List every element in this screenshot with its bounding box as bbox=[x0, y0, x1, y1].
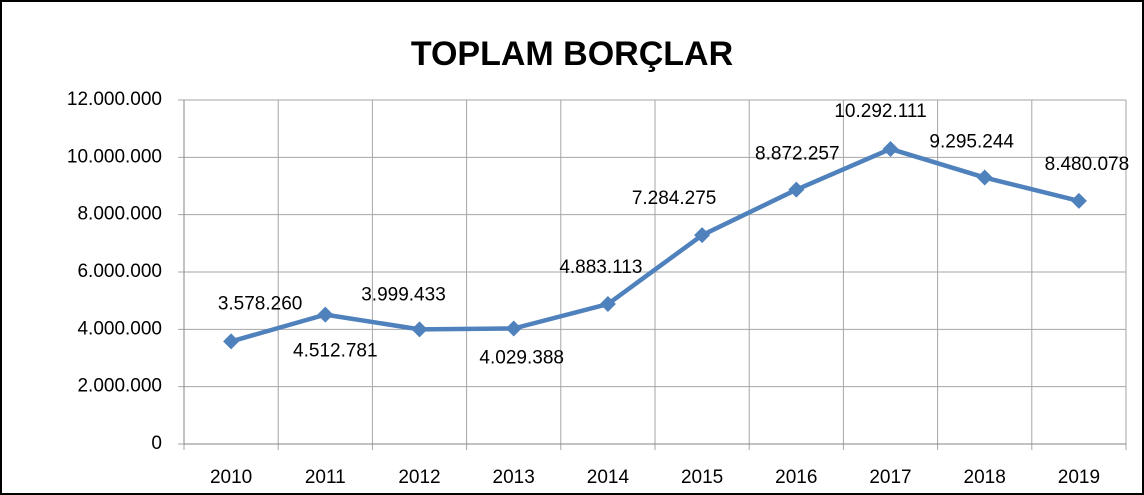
x-tick-label: 2017 bbox=[869, 467, 911, 488]
data-marker bbox=[505, 320, 522, 337]
x-tick-label: 2016 bbox=[775, 467, 817, 488]
x-tick-label: 2014 bbox=[587, 467, 630, 488]
x-tick-label: 2013 bbox=[493, 467, 535, 488]
data-marker bbox=[694, 227, 711, 244]
data-label: 4.029.388 bbox=[479, 348, 564, 369]
x-tick-label: 2018 bbox=[964, 467, 1006, 488]
data-label: 4.883.113 bbox=[559, 257, 642, 278]
data-label: 3.999.433 bbox=[361, 284, 446, 305]
chart-title: TOPLAM BORÇLAR bbox=[411, 35, 733, 73]
y-tick-label: 12.000.000 bbox=[67, 89, 162, 110]
data-label: 8.872.257 bbox=[755, 144, 840, 165]
data-label: 7.284.275 bbox=[632, 188, 717, 209]
y-tick-label: 6.000.000 bbox=[77, 261, 162, 282]
data-label: 3.578.260 bbox=[218, 293, 303, 314]
y-tick-label: 0 bbox=[151, 433, 162, 454]
data-marker bbox=[1070, 192, 1087, 209]
data-marker bbox=[317, 306, 334, 323]
x-tick-label: 2011 bbox=[305, 467, 346, 488]
data-line bbox=[230, 146, 1080, 344]
y-tick-label: 2.000.000 bbox=[77, 376, 162, 397]
data-marker bbox=[599, 296, 616, 313]
data-marker bbox=[223, 333, 240, 350]
data-marker bbox=[788, 181, 805, 198]
y-tick-label: 10.000.000 bbox=[67, 146, 162, 167]
x-tick-label: 2012 bbox=[398, 467, 440, 488]
data-label: 10.292.111 bbox=[834, 101, 926, 122]
y-tick-label: 4.000.000 bbox=[77, 318, 162, 339]
y-tick-label: 8.000.000 bbox=[77, 204, 162, 225]
data-label: 4.512.781 bbox=[293, 341, 378, 362]
data-label: 8.480.078 bbox=[1045, 154, 1130, 175]
data-marker bbox=[411, 321, 428, 338]
x-tick-label: 2019 bbox=[1058, 467, 1100, 488]
x-tick-label: 2015 bbox=[681, 467, 723, 488]
data-marker bbox=[882, 140, 899, 157]
data-marker bbox=[976, 169, 993, 186]
x-tick-label: 2010 bbox=[210, 467, 252, 488]
data-label: 9.295.244 bbox=[929, 132, 1014, 153]
